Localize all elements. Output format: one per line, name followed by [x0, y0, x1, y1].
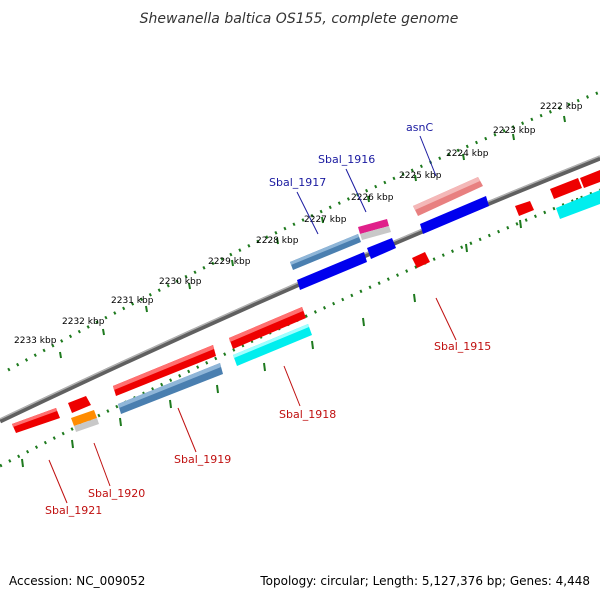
gene-blue-right[interactable]: [420, 196, 489, 234]
map-title: Shewanella baltica OS155, complete genom…: [140, 11, 459, 27]
genome-summary-text: Topology: circular; Length: 5,127,376 bp…: [259, 574, 590, 588]
label-sbal-1916[interactable]: Sbal_1916: [318, 153, 375, 166]
gene-sbal-1919-steelblue[interactable]: [118, 363, 223, 414]
gene-small-red-right[interactable]: [515, 201, 534, 216]
gene-right-red-1[interactable]: [550, 178, 582, 199]
forward-genes: [12, 170, 600, 433]
gene-sbal-1919-top[interactable]: [113, 345, 216, 396]
leader-sbal-1916: [345, 168, 367, 213]
label-sbal-1919[interactable]: Sbal_1919: [174, 453, 231, 466]
tick-label-2226: 2226 kbp: [351, 193, 394, 203]
tick-label-2227: 2227 kbp: [304, 215, 347, 225]
accession-text: Accession: NC_009052: [9, 574, 145, 588]
upper-tick-ring: [7, 90, 600, 372]
label-sbal-1920[interactable]: Sbal_1920: [88, 487, 145, 500]
tick-label-2223: 2223 kbp: [493, 126, 536, 136]
tick-label-2222: 2222 kbp: [540, 102, 583, 112]
label-sbal-1921[interactable]: Sbal_1921: [45, 504, 102, 517]
leader-sbal-1921: [48, 459, 68, 504]
label-asnc[interactable]: asnC: [406, 121, 433, 134]
gene-sbal-1918-cyan[interactable]: [233, 324, 312, 366]
tick-labels: 2222 kbp 2223 kbp 2224 kbp 2225 kbp 2226…: [14, 102, 583, 346]
leader-sbal-1918: [283, 365, 301, 407]
gene-sbal-1918-top[interactable]: [229, 307, 306, 349]
tick-label-2230: 2230 kbp: [159, 277, 202, 287]
tick-label-2232: 2232 kbp: [62, 317, 105, 327]
leader-sbal-1915: [435, 297, 457, 341]
gene-sbal-1917[interactable]: [290, 234, 361, 270]
gene-sbal-1921[interactable]: [12, 408, 60, 433]
label-sbal-1915[interactable]: Sbal_1915: [434, 340, 491, 353]
label-sbal-1918[interactable]: Sbal_1918: [279, 408, 336, 421]
tick-label-2233: 2233 kbp: [14, 336, 57, 346]
tick-label-2229: 2229 kbp: [208, 257, 251, 267]
gene-blue-left[interactable]: [297, 252, 367, 290]
leader-sbal-1917: [296, 191, 319, 235]
gene-labels: asnC Sbal_1916 Sbal_1917 Sbal_1915 Sbal_…: [45, 121, 491, 517]
gene-sbal-1915[interactable]: [412, 252, 430, 268]
label-sbal-1917[interactable]: Sbal_1917: [269, 176, 326, 189]
gene-sbal-1920-orange[interactable]: [71, 410, 99, 432]
gene-right-red-2[interactable]: [580, 170, 600, 188]
leader-sbal-1920: [93, 442, 111, 487]
gene-sbal-1920-top[interactable]: [68, 396, 91, 413]
tick-label-2225: 2225 kbp: [399, 171, 442, 181]
tick-label-2231: 2231 kbp: [111, 296, 154, 306]
gene-asnc[interactable]: [413, 177, 483, 216]
tick-label-2228: 2228 kbp: [256, 236, 299, 246]
gene-blue-mid[interactable]: [367, 238, 396, 259]
leader-asnc: [419, 135, 437, 177]
leader-lines: [48, 135, 457, 504]
reverse-genes: [71, 190, 600, 432]
tick-label-2224: 2224 kbp: [446, 149, 489, 159]
gene-sbal-1916[interactable]: [358, 219, 391, 240]
upper-major-ticks: [59, 115, 566, 359]
gene-cyan-right[interactable]: [556, 190, 600, 219]
leader-sbal-1919: [177, 407, 197, 453]
